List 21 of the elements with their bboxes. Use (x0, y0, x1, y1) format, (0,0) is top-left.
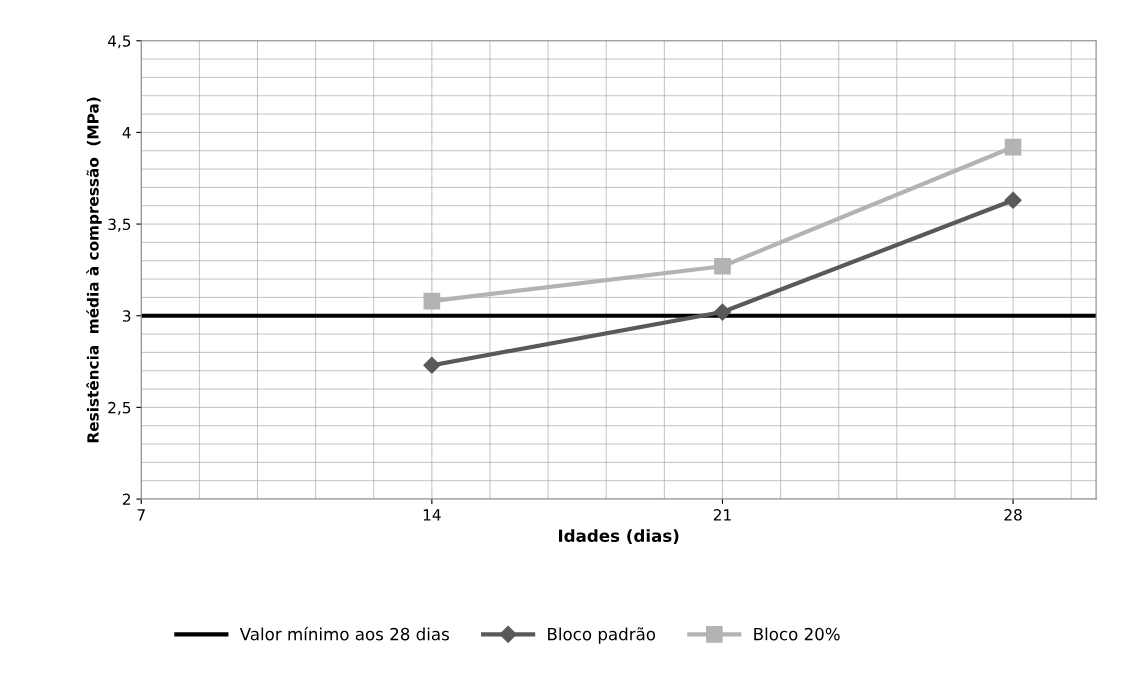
x-tick-label: 7 (137, 509, 145, 521)
y-tick-label: 3,5 (108, 218, 131, 232)
point (423, 292, 441, 310)
point (714, 257, 731, 275)
x-tick-label: 28 (1004, 509, 1022, 521)
point (1004, 138, 1022, 156)
y-tick-label: 2,5 (108, 401, 131, 415)
y-axis-title: Resistência média à compressão (MPa) (86, 97, 102, 443)
y-tick-label: 3 (122, 310, 131, 322)
x-tick-label: 21 (713, 509, 731, 521)
y-tick-label: 4,5 (107, 35, 131, 49)
legend-label: Valor mínimo aos 28 dias (239, 626, 449, 641)
y-tick-label: 2 (122, 493, 130, 505)
point (713, 303, 732, 321)
x-tick-label: 14 (423, 509, 441, 521)
x-axis-title: Idades (dias) (559, 529, 679, 544)
point (1004, 191, 1022, 209)
legend-label: Bloco padrão (548, 627, 656, 644)
y-tick-label: 4 (122, 127, 131, 139)
legend-label: Bloco 20% (754, 627, 840, 641)
point (423, 356, 441, 374)
